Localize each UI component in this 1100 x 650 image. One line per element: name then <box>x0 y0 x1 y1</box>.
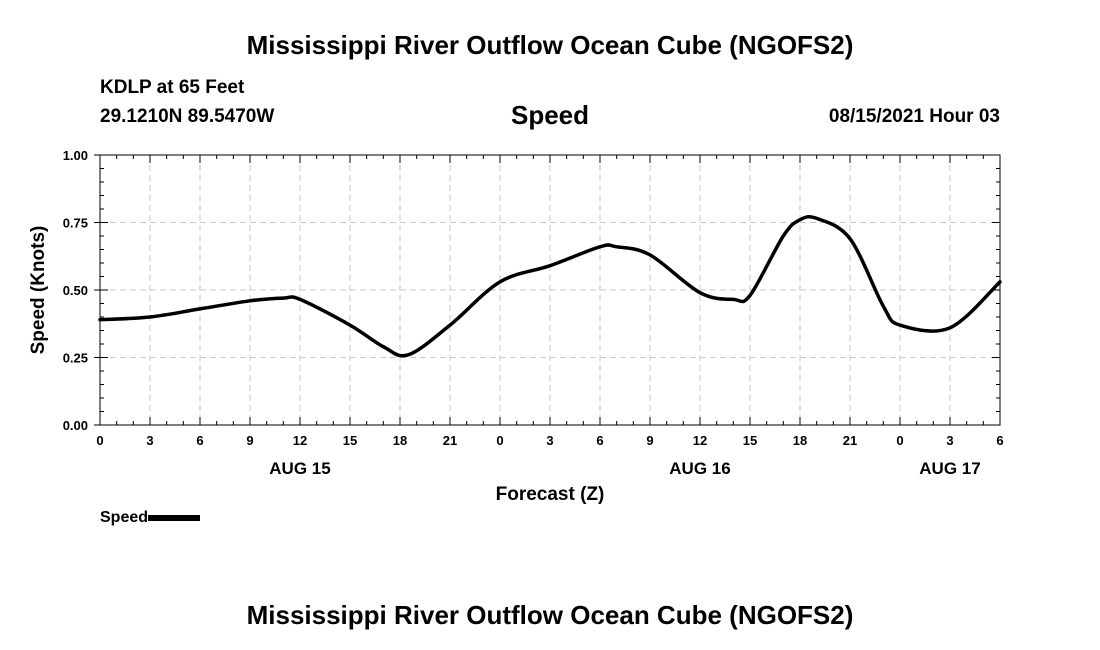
x-tick-label: 3 <box>546 433 553 448</box>
date-label: AUG 15 <box>269 459 330 478</box>
x-tick-label: 9 <box>246 433 253 448</box>
x-tick-label: 18 <box>793 433 807 448</box>
datetime-label: 08/15/2021 Hour 03 <box>828 106 1000 127</box>
plot-frame <box>99 154 1001 426</box>
x-tick-label: 6 <box>596 433 603 448</box>
x-tick-label: 9 <box>646 433 653 448</box>
x-tick-label: 12 <box>293 433 307 448</box>
series-line-speed <box>98 214 1002 358</box>
x-tick-label: 3 <box>946 433 953 448</box>
x-tick-label: 15 <box>743 433 757 448</box>
chart-title-top: Mississippi River Outflow Ocean Cube (NG… <box>246 30 854 60</box>
legend: Speed <box>100 509 201 527</box>
x-axis-label: Forecast (Z) <box>496 484 605 505</box>
variable-title: Speed <box>510 100 590 130</box>
chart-title-bottom: Mississippi River Outflow Ocean Cube (NG… <box>246 600 854 630</box>
x-tick-label: 15 <box>343 433 357 448</box>
legend-swatch <box>148 514 201 521</box>
y-tick-label: 0.75 <box>63 216 88 231</box>
y-tick-label: 1.00 <box>63 148 88 163</box>
x-tick-label: 3 <box>146 433 153 448</box>
y-tick-label: 0.50 <box>63 283 88 298</box>
x-tick-label: 21 <box>443 433 457 448</box>
station-label: KDLP at 65 Feet <box>100 77 245 98</box>
date-label: AUG 16 <box>669 459 730 478</box>
coordinates-label: 29.1210N 89.5470W <box>100 106 275 127</box>
x-tick-label: 12 <box>693 433 707 448</box>
legend-label: Speed <box>100 509 149 526</box>
x-tick-label: 6 <box>196 433 203 448</box>
y-axis-label: Speed (Knots) <box>28 226 49 355</box>
y-tick-label: 0.00 <box>63 418 88 433</box>
date-label: AUG 17 <box>919 459 980 478</box>
y-tick-label: 0.25 <box>63 351 88 366</box>
x-tick-label: 21 <box>843 433 857 448</box>
x-tick-label: 18 <box>393 433 407 448</box>
x-tick-label: 0 <box>896 433 903 448</box>
x-tick-label: 0 <box>496 433 503 448</box>
x-tick-label: 6 <box>996 433 1003 448</box>
x-tick-label: 0 <box>96 433 103 448</box>
